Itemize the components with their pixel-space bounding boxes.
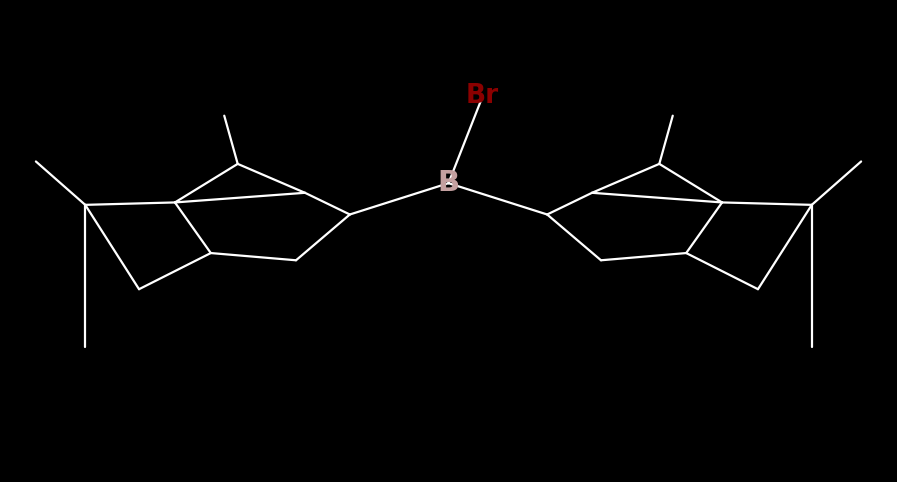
- Text: B: B: [438, 169, 459, 197]
- Text: Br: Br: [466, 83, 499, 109]
